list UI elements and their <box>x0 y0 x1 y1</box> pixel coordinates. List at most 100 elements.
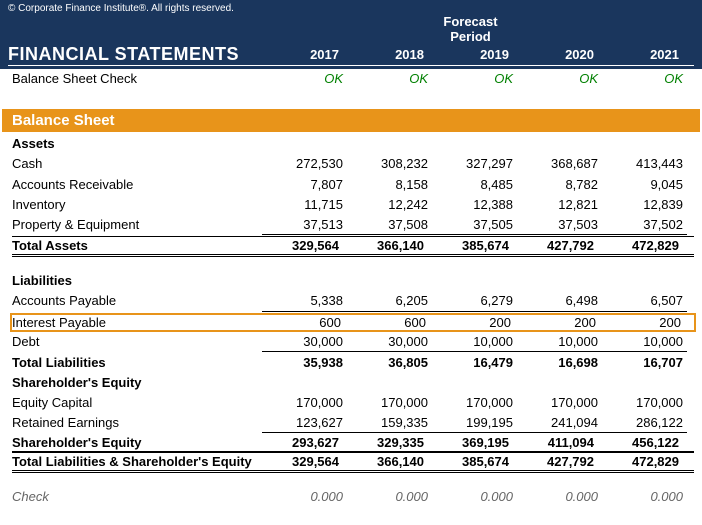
total-assets-val: 385,674 <box>428 238 513 253</box>
liability-label: Interest Payable <box>12 315 260 330</box>
asset-row: Inventory 11,715 12,242 12,388 12,821 12… <box>0 195 702 215</box>
se-total-val: 369,195 <box>428 435 513 450</box>
asset-val: 12,821 <box>517 196 602 214</box>
asset-val: 368,687 <box>517 155 602 173</box>
title-year-row: FINANCIAL STATEMENTS 2017 2018 2019 2020… <box>8 44 694 66</box>
asset-label: Cash <box>12 155 262 173</box>
balance-sheet-banner: Balance Sheet <box>2 109 700 132</box>
liability-val: 10,000 <box>432 333 517 352</box>
year-header: 2017 <box>258 47 343 62</box>
bs-check-val: OK <box>347 70 432 88</box>
liability-val: 600 <box>260 315 345 330</box>
liability-label: Accounts Payable <box>12 292 262 311</box>
check-val: 0.000 <box>432 488 517 506</box>
se-item-label: Equity Capital <box>12 394 262 412</box>
total-lse-row: Total Liabilities & Shareholder's Equity… <box>12 452 694 473</box>
liability-val: 6,279 <box>432 292 517 311</box>
bs-check-val: OK <box>262 70 347 88</box>
asset-val: 8,485 <box>432 176 517 194</box>
total-lse-val: 366,140 <box>343 454 428 469</box>
asset-val: 8,158 <box>347 176 432 194</box>
liability-val: 200 <box>600 315 685 330</box>
se-header-row: Shareholder's Equity <box>0 373 702 393</box>
asset-label: Property & Equipment <box>12 216 262 235</box>
check-label: Check <box>12 488 262 506</box>
asset-val: 37,503 <box>517 216 602 235</box>
liability-val: 600 <box>345 315 430 330</box>
asset-val: 9,045 <box>602 176 687 194</box>
liability-val: 30,000 <box>347 333 432 352</box>
se-val: 170,000 <box>517 394 602 412</box>
asset-val: 37,513 <box>262 216 347 235</box>
asset-val: 7,807 <box>262 176 347 194</box>
total-lse-val: 427,792 <box>513 454 598 469</box>
total-liab-val: 35,938 <box>262 354 347 372</box>
se-val: 159,335 <box>347 414 432 433</box>
se-total-val: 411,094 <box>513 435 598 450</box>
check-val: 0.000 <box>347 488 432 506</box>
se-total-val: 456,122 <box>598 435 683 450</box>
asset-val: 37,508 <box>347 216 432 235</box>
asset-val: 11,715 <box>262 196 347 214</box>
year-header: 2020 <box>513 47 598 62</box>
total-liab-val: 16,698 <box>517 354 602 372</box>
total-lse-val: 472,829 <box>598 454 683 469</box>
check-val: 0.000 <box>262 488 347 506</box>
se-row: Equity Capital 170,000 170,000 170,000 1… <box>0 393 702 413</box>
liability-row: Debt 30,000 30,000 10,000 10,000 10,000 <box>0 332 702 353</box>
bs-check-val: OK <box>602 70 687 88</box>
se-total-row: Shareholder's Equity 293,627 329,335 369… <box>12 434 694 452</box>
se-val: 286,122 <box>602 414 687 433</box>
total-lse-val: 385,674 <box>428 454 513 469</box>
forecast-label-row: Forecast Period <box>8 14 694 44</box>
se-val: 170,000 <box>432 394 517 412</box>
total-assets-val: 366,140 <box>343 238 428 253</box>
asset-val: 12,839 <box>602 196 687 214</box>
liability-row: Accounts Payable 5,338 6,205 6,279 6,498… <box>0 291 702 312</box>
total-assets-val: 427,792 <box>513 238 598 253</box>
total-assets-val: 472,829 <box>598 238 683 253</box>
assets-header-row: Assets <box>0 134 702 154</box>
total-liab-val: 16,479 <box>432 354 517 372</box>
check-row: Check 0.000 0.000 0.000 0.000 0.000 <box>0 487 702 507</box>
se-row: Retained Earnings 123,627 159,335 199,19… <box>0 413 702 434</box>
liabilities-header-row: Liabilities <box>0 271 702 291</box>
asset-val: 12,388 <box>432 196 517 214</box>
asset-val: 37,502 <box>602 216 687 235</box>
bs-check-val: OK <box>517 70 602 88</box>
liabilities-label: Liabilities <box>12 272 262 290</box>
se-total-val: 329,335 <box>343 435 428 450</box>
se-total-label: Shareholder's Equity <box>12 435 258 450</box>
asset-row: Cash 272,530 308,232 327,297 368,687 413… <box>0 154 702 174</box>
year-header: 2021 <box>598 47 683 62</box>
liability-val: 6,507 <box>602 292 687 311</box>
total-assets-label: Total Assets <box>12 238 258 253</box>
total-lse-label: Total Liabilities & Shareholder's Equity <box>12 454 258 469</box>
asset-val: 37,505 <box>432 216 517 235</box>
se-val: 123,627 <box>262 414 347 433</box>
liability-val: 6,498 <box>517 292 602 311</box>
liability-label: Debt <box>12 333 262 352</box>
total-assets-val: 329,564 <box>258 238 343 253</box>
total-liab-val: 16,707 <box>602 354 687 372</box>
year-header: 2018 <box>343 47 428 62</box>
asset-label: Inventory <box>12 196 262 214</box>
balance-sheet-check-row: Balance Sheet Check OK OK OK OK OK <box>0 69 702 89</box>
liability-val: 5,338 <box>262 292 347 311</box>
liability-val: 6,205 <box>347 292 432 311</box>
asset-val: 308,232 <box>347 155 432 173</box>
header-block: © Corporate Finance Institute®. All righ… <box>0 0 702 69</box>
total-assets-row: Total Assets 329,564 366,140 385,674 427… <box>12 236 694 257</box>
se-val: 199,195 <box>432 414 517 433</box>
check-val: 0.000 <box>517 488 602 506</box>
asset-val: 12,242 <box>347 196 432 214</box>
interest-payable-row-highlighted: Interest Payable 600 600 200 200 200 <box>10 313 696 332</box>
liability-val: 10,000 <box>517 333 602 352</box>
total-liab-label: Total Liabilities <box>12 354 262 372</box>
total-liabilities-row: Total Liabilities 35,938 36,805 16,479 1… <box>0 353 702 373</box>
liability-val: 30,000 <box>262 333 347 352</box>
asset-val: 327,297 <box>432 155 517 173</box>
asset-label: Accounts Receivable <box>12 176 262 194</box>
asset-row: Property & Equipment 37,513 37,508 37,50… <box>0 215 702 236</box>
liability-val: 200 <box>430 315 515 330</box>
